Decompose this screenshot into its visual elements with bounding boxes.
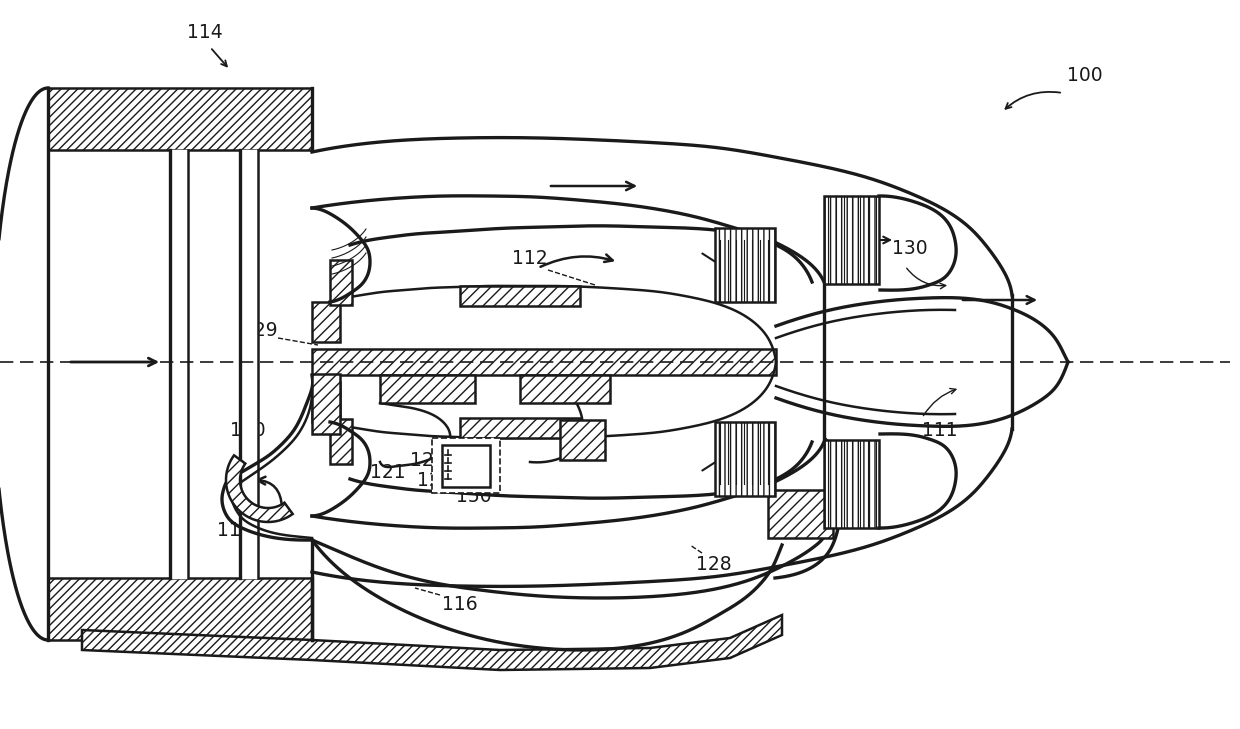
Bar	[379, 375, 475, 403]
Text: 111: 111	[923, 421, 957, 440]
Text: 114: 114	[187, 23, 223, 42]
Text: 120: 120	[231, 421, 265, 440]
Bar	[330, 260, 352, 305]
Bar	[520, 375, 610, 403]
Bar	[825, 440, 879, 528]
Bar	[48, 578, 312, 640]
Bar	[330, 419, 352, 464]
Bar	[560, 420, 605, 460]
Text: 112: 112	[512, 249, 548, 268]
Text: 126: 126	[560, 431, 595, 450]
Bar	[715, 422, 775, 496]
Bar	[432, 438, 500, 493]
Text: 127: 127	[549, 348, 585, 367]
Bar	[312, 349, 776, 375]
Bar	[312, 302, 340, 342]
Text: 100: 100	[1068, 66, 1102, 85]
Polygon shape	[226, 456, 293, 522]
Text: 125: 125	[465, 466, 501, 485]
Text: 150: 150	[456, 486, 492, 505]
Polygon shape	[82, 615, 782, 670]
Text: 128: 128	[696, 555, 732, 574]
Text: 118: 118	[217, 521, 253, 539]
Bar	[715, 228, 775, 302]
Text: 122: 122	[410, 451, 446, 469]
Bar	[460, 286, 580, 306]
Bar	[768, 490, 833, 538]
Bar	[312, 374, 340, 434]
Text: 121: 121	[371, 462, 405, 481]
Bar	[312, 382, 340, 422]
Text: 129: 129	[242, 321, 278, 340]
Text: 130: 130	[893, 238, 928, 257]
Text: 116: 116	[443, 596, 477, 615]
Bar	[460, 418, 580, 438]
Bar	[48, 88, 312, 150]
Bar	[825, 196, 879, 284]
Bar	[441, 445, 490, 487]
Text: 123: 123	[417, 470, 453, 489]
